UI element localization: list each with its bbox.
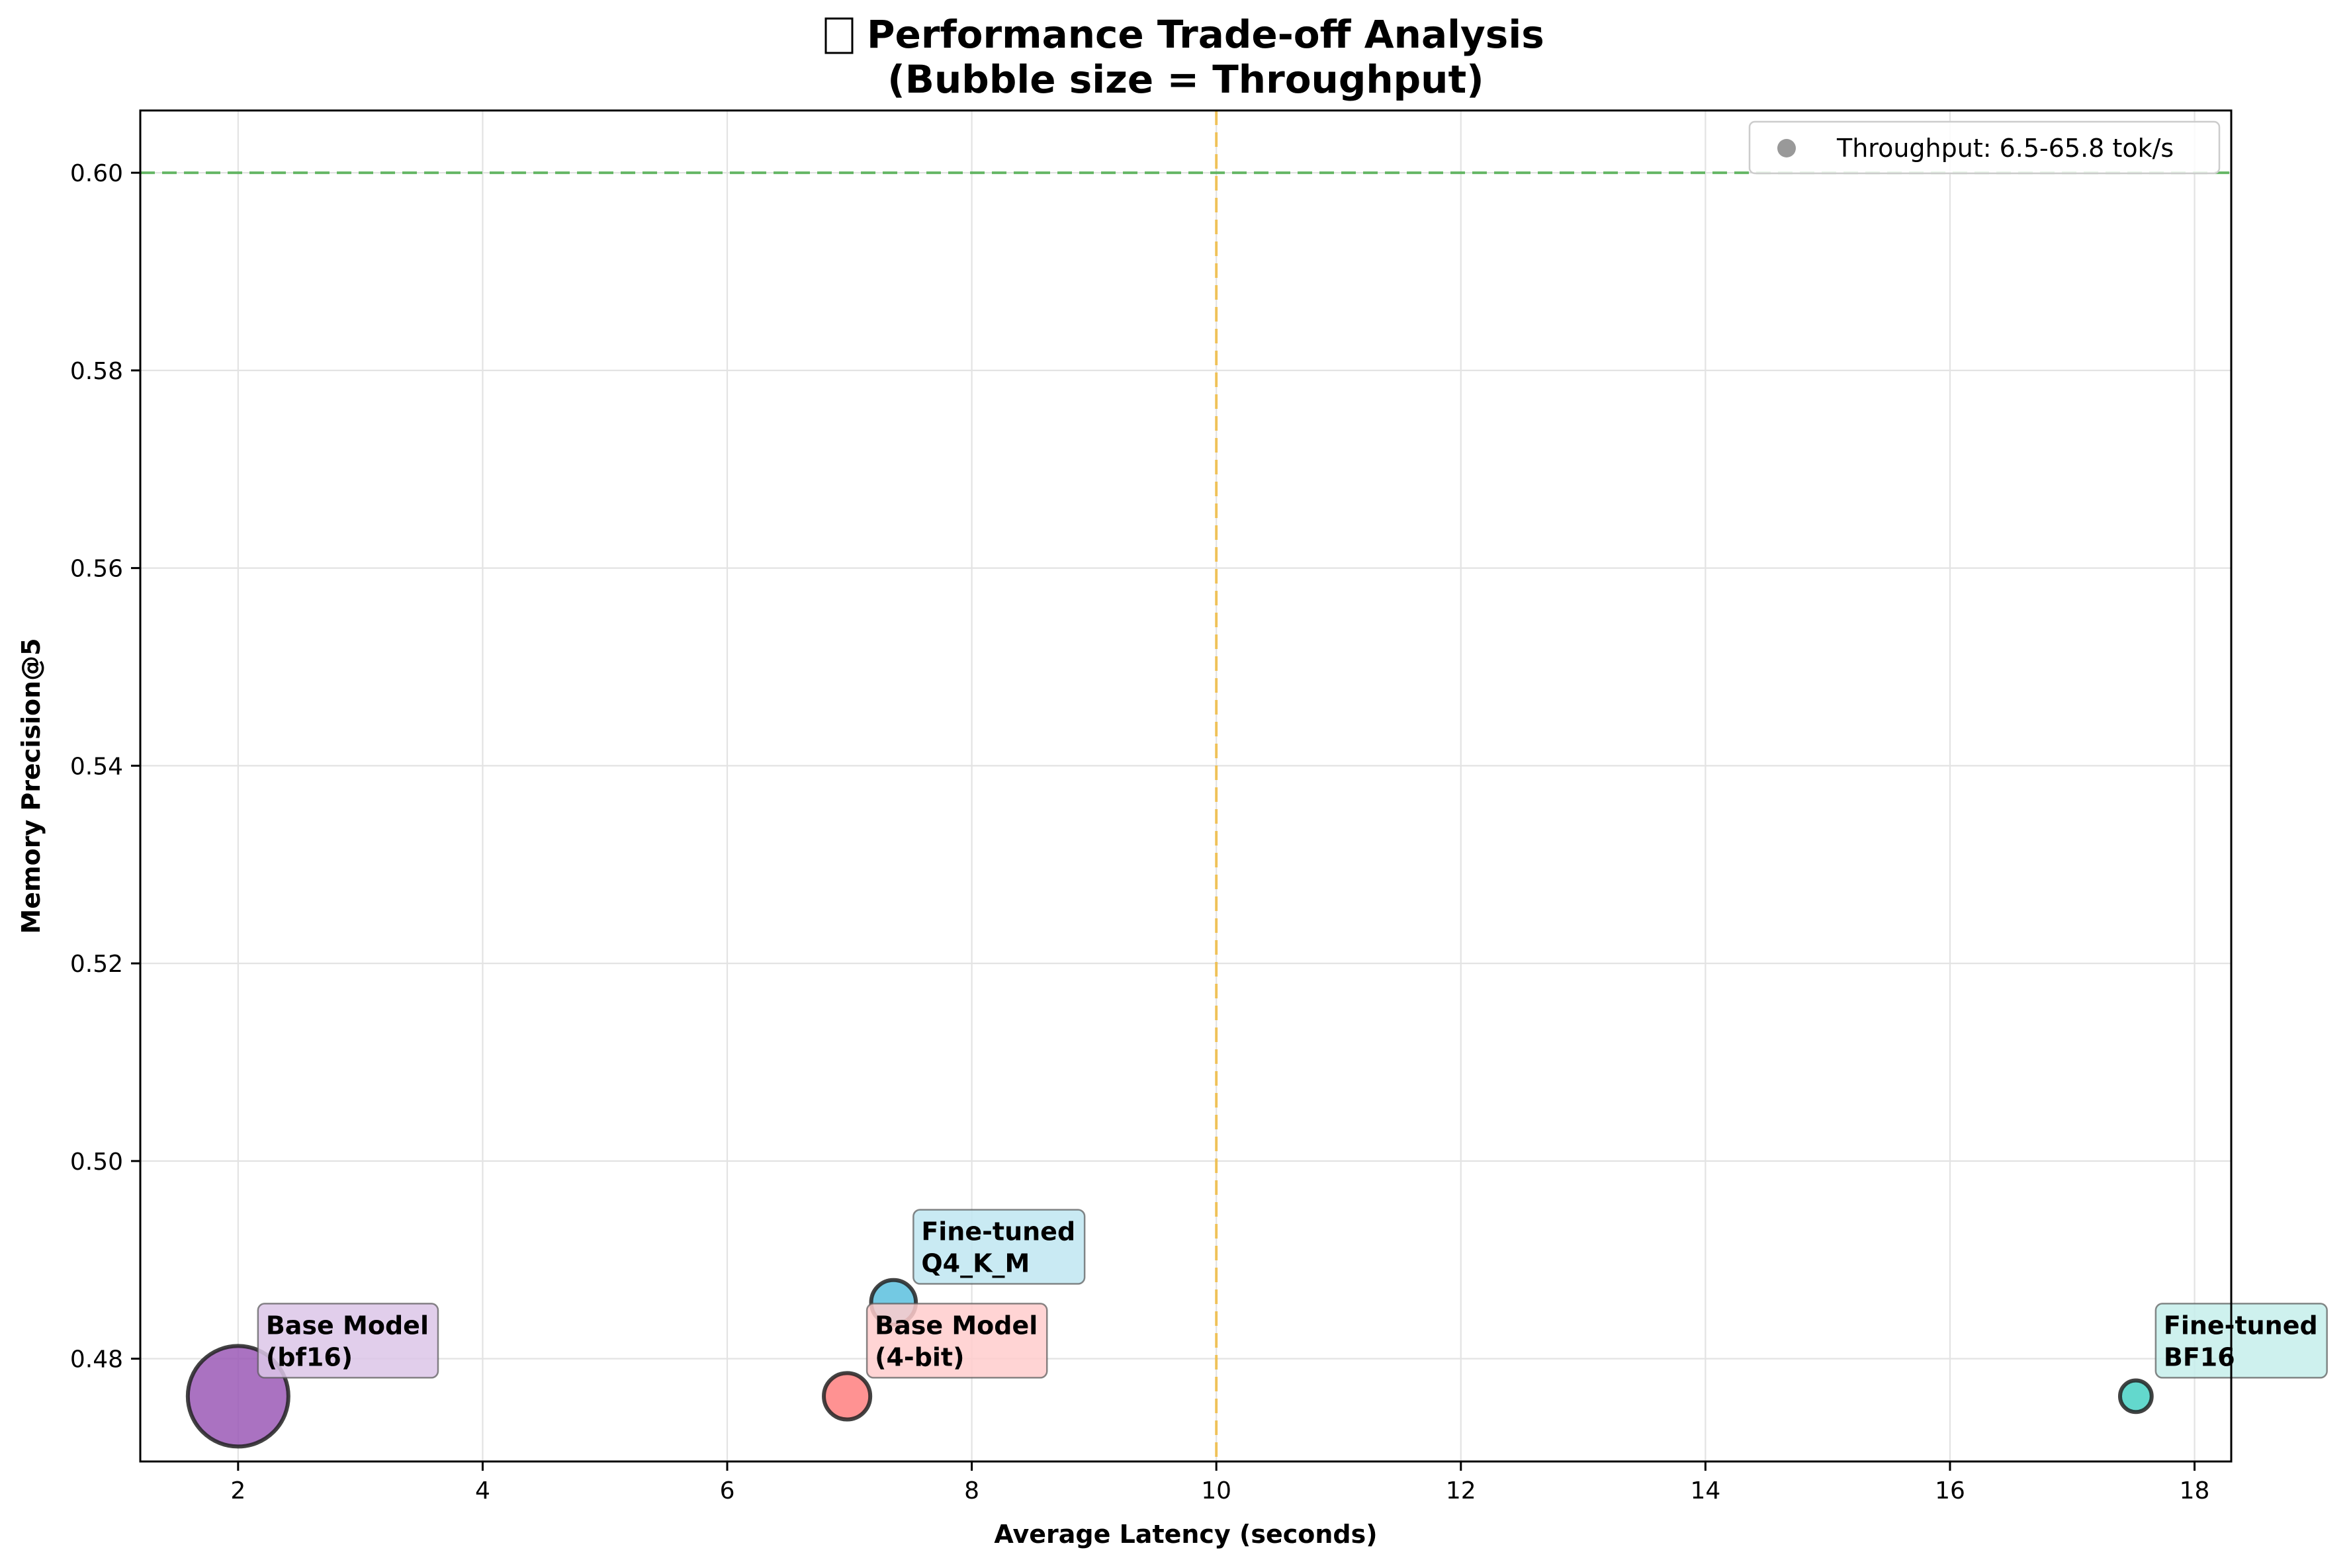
chart-subtitle: (Bubble size = Throughput) <box>887 57 1484 102</box>
y-tick-label: 0.48 <box>70 1346 123 1373</box>
legend-entry: Throughput: 6.5-65.8 tok/s <box>1836 134 2174 163</box>
chart-title-text: Performance Trade-off Analysis <box>867 12 1544 57</box>
plot-area <box>140 110 2231 1461</box>
x-tick-label: 4 <box>475 1477 490 1504</box>
chart-emoji-icon <box>824 17 854 54</box>
bubble-point <box>2117 1378 2154 1415</box>
y-axis-label: Memory Precision@5 <box>17 638 46 934</box>
legend: Throughput: 6.5-65.8 tok/s <box>1748 120 2221 175</box>
bubble-point <box>822 1371 873 1422</box>
x-axis-ticks: 2 4 6 8 10 12 14 16 18 <box>230 1461 2209 1504</box>
y-tick-label: 0.50 <box>70 1149 123 1176</box>
x-tick-label: 2 <box>230 1477 245 1504</box>
bubble-labels: Base Model(bf16)Base Model(4-bit)Fine-tu… <box>257 1209 2328 1379</box>
chart-title: Performance Trade-off Analysis (Bubble s… <box>824 12 1544 102</box>
reference-lines <box>140 110 2231 1461</box>
x-axis-label: Average Latency (seconds) <box>994 1520 1377 1549</box>
y-axis-ticks: 0.48 0.50 0.52 0.54 0.56 0.58 0.60 <box>70 160 140 1373</box>
x-tick-label: 18 <box>2180 1477 2210 1504</box>
bubble-label-line1: Base Model <box>875 1311 1038 1340</box>
y-tick-label: 0.60 <box>70 160 123 187</box>
y-tick-label: 0.56 <box>70 556 123 583</box>
x-tick-label: 16 <box>1935 1477 1965 1504</box>
plot-frame <box>139 109 2233 1463</box>
bubble-label-box <box>912 1209 1086 1285</box>
bubble-label-line2: Q4_K_M <box>921 1249 1030 1278</box>
bubble-label-box <box>257 1303 439 1379</box>
x-tick-label: 10 <box>1201 1477 1231 1504</box>
legend-frame <box>1748 120 2221 175</box>
grid-lines <box>140 110 2231 1461</box>
bubble-label-line1: Fine-tuned <box>921 1217 1075 1246</box>
bubble-label-line2: (4-bit) <box>875 1342 964 1372</box>
x-tick-label: 12 <box>1446 1477 1476 1504</box>
bubble-label-box <box>2154 1303 2328 1379</box>
legend-marker <box>1777 139 1796 157</box>
x-tick-label: 8 <box>964 1477 979 1504</box>
bubble-label-line2: BF16 <box>2164 1342 2235 1372</box>
y-tick-label: 0.52 <box>70 951 123 978</box>
bubble-label-line2: (bf16) <box>266 1342 353 1372</box>
bubble-label-line1: Fine-tuned <box>2164 1311 2318 1340</box>
y-tick-label: 0.58 <box>70 358 123 385</box>
bubble-label-line1: Base Model <box>266 1311 429 1340</box>
x-tick-label: 14 <box>1690 1477 1720 1504</box>
y-tick-label: 0.54 <box>70 753 123 780</box>
bubble-label-box <box>865 1303 1048 1379</box>
x-tick-label: 6 <box>720 1477 735 1504</box>
